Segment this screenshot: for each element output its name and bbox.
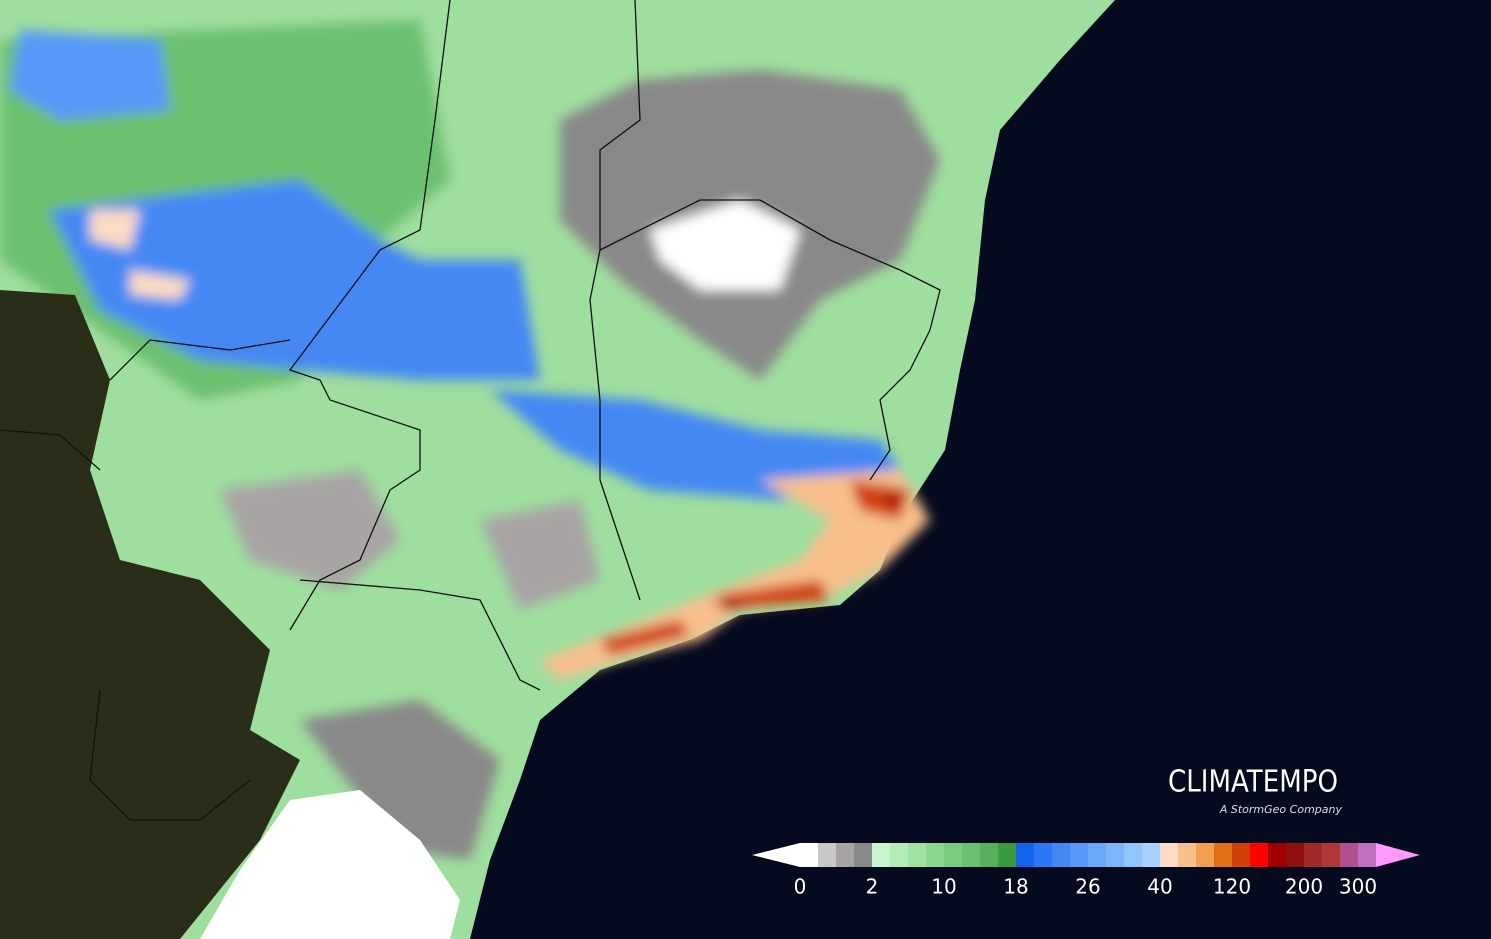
legend-tick-label: 120: [1213, 875, 1251, 899]
legend-tick-label: 300: [1339, 875, 1377, 899]
borders: [0, 0, 941, 821]
legend-swatch: [1016, 843, 1035, 867]
legend-swatch: [944, 843, 963, 867]
legend-swatch: [1358, 843, 1377, 867]
legend-swatch: [1268, 843, 1287, 867]
legend-swatch: [1304, 843, 1323, 867]
legend-swatch: [998, 843, 1017, 867]
legend-tick-label: 40: [1147, 875, 1172, 899]
no-rain-area: [200, 790, 460, 939]
legend-swatch: [1232, 843, 1251, 867]
legend: 0 2 10 18 26 40 120 200 300: [752, 843, 1420, 899]
precip-fields: [0, 20, 940, 860]
legend-swatch: [872, 843, 891, 867]
legend-swatch: [1286, 843, 1305, 867]
legend-swatch: [854, 843, 873, 867]
legend-swatch: [1250, 843, 1269, 867]
legend-swatch: [980, 843, 999, 867]
legend-swatch: [1052, 843, 1071, 867]
legend-tick-label: 0: [794, 875, 807, 899]
legend-swatch: [1070, 843, 1089, 867]
legend-swatch: [1088, 843, 1107, 867]
legend-swatch: [1034, 843, 1053, 867]
legend-swatch: [926, 843, 945, 867]
logo: CLIMATEMPO A StormGeo Company: [1168, 765, 1342, 817]
legend-tick-label: 26: [1075, 875, 1100, 899]
logo-name: CLIMATEMPO: [1168, 765, 1338, 800]
legend-tick-label: 10: [931, 875, 956, 899]
legend-swatch: [1124, 843, 1143, 867]
legend-swatch: [1142, 843, 1161, 867]
legend-swatch: [1214, 843, 1233, 867]
neighbor-land: [0, 290, 300, 939]
legend-swatch: [800, 843, 819, 867]
legend-swatch: [1322, 843, 1341, 867]
legend-swatch: [1340, 843, 1359, 867]
legend-low-arrow: [752, 843, 800, 867]
legend-swatch: [1178, 843, 1197, 867]
legend-high-arrow: [1376, 843, 1420, 867]
legend-tick-label: 18: [1003, 875, 1028, 899]
legend-swatch: [908, 843, 927, 867]
legend-swatch: [1106, 843, 1125, 867]
legend-swatch: [1160, 843, 1179, 867]
legend-swatch: [1196, 843, 1215, 867]
legend-tick-label: 200: [1285, 875, 1323, 899]
legend-swatch: [818, 843, 837, 867]
legend-swatch: [890, 843, 909, 867]
legend-tick-label: 2: [866, 875, 879, 899]
legend-swatch: [962, 843, 981, 867]
legend-swatch: [836, 843, 855, 867]
logo-tagline: A StormGeo Company: [1219, 803, 1343, 816]
